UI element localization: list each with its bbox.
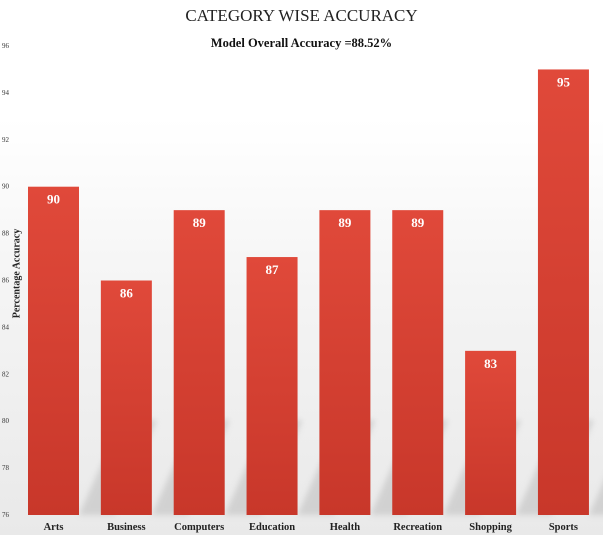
y-tick-label: 92: [2, 136, 10, 144]
x-tick-label: Health: [330, 522, 360, 533]
x-tick-label: Arts: [44, 522, 64, 533]
bar-recreation: [392, 210, 444, 515]
y-tick-label: 80: [2, 417, 10, 425]
y-tick-label: 86: [2, 277, 10, 285]
data-label: 89: [193, 215, 207, 230]
bar-shadow: [588, 483, 603, 515]
data-label: 87: [266, 262, 280, 277]
bar-shopping: [465, 350, 517, 515]
y-tick-label: 90: [2, 183, 10, 191]
y-tick-label: 78: [2, 464, 10, 472]
x-tick-label: Shopping: [469, 522, 512, 533]
bar-sports: [537, 69, 589, 515]
chart-title: CATEGORY WISE ACCURACY: [185, 6, 418, 25]
x-tick-label: Sports: [549, 522, 578, 533]
data-label: 90: [47, 192, 60, 207]
bar-health: [319, 210, 371, 515]
bar-computers: [173, 210, 225, 515]
bar-education: [246, 257, 298, 515]
x-tick-label: Computers: [174, 522, 224, 533]
data-label: 95: [557, 74, 571, 89]
x-tick-label: Education: [249, 522, 295, 533]
y-tick-label: 82: [2, 370, 10, 378]
y-tick-label: 94: [2, 89, 10, 97]
x-tick-label: Business: [107, 522, 146, 533]
x-tick-label: Recreation: [393, 522, 442, 533]
data-label: 83: [484, 356, 498, 371]
data-label: 89: [411, 215, 425, 230]
y-tick-label: 96: [2, 42, 10, 50]
y-tick-label: 88: [2, 230, 10, 238]
data-label: 89: [338, 215, 352, 230]
y-tick-label: 76: [2, 511, 10, 519]
y-tick-label: 84: [2, 323, 10, 331]
bar-business: [100, 280, 152, 515]
chart-subtitle: Model Overall Accuracy =88.52%: [210, 36, 393, 50]
bar-arts: [28, 186, 79, 515]
data-label: 86: [120, 286, 134, 301]
